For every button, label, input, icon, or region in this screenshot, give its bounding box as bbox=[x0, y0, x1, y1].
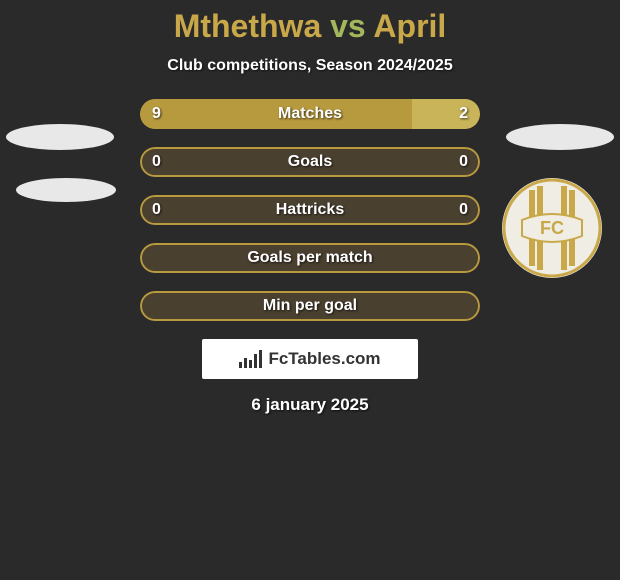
stat-bar: Matches9 2 bbox=[140, 99, 480, 129]
stat-row: Min per goal bbox=[0, 291, 620, 321]
stat-label: Hattricks bbox=[140, 195, 480, 225]
vs-text: vs bbox=[330, 8, 366, 44]
stat-value-left: 0 bbox=[152, 195, 161, 225]
stat-row: Hattricks0 0 bbox=[0, 195, 620, 225]
stat-label: Goals bbox=[140, 147, 480, 177]
stat-row: Goals0 0 bbox=[0, 147, 620, 177]
subtitle-text: Club competitions, Season 2024/2025 bbox=[0, 57, 620, 75]
page-title: Mthethwa vs April bbox=[0, 8, 620, 45]
stat-label: Min per goal bbox=[140, 291, 480, 321]
stat-row: Matches9 2 bbox=[0, 99, 620, 129]
stat-label: Matches bbox=[140, 99, 480, 129]
branding-text: FcTables.com bbox=[268, 349, 380, 369]
stat-value-right: 2 bbox=[459, 99, 468, 129]
date-text: 6 january 2025 bbox=[0, 395, 620, 415]
infographic-container: Mthethwa vs April Club competitions, Sea… bbox=[0, 0, 620, 415]
stat-value-left: 9 bbox=[152, 99, 161, 129]
stat-label: Goals per match bbox=[140, 243, 480, 273]
stat-value-right: 0 bbox=[459, 195, 468, 225]
stat-bar: Hattricks0 0 bbox=[140, 195, 480, 225]
player2-name: April bbox=[373, 8, 446, 44]
stat-value-right: 0 bbox=[459, 147, 468, 177]
player1-name: Mthethwa bbox=[174, 8, 322, 44]
stat-value-left: 0 bbox=[152, 147, 161, 177]
stat-row: Goals per match bbox=[0, 243, 620, 273]
stat-bar: Min per goal bbox=[140, 291, 480, 321]
stat-bar: Goals0 0 bbox=[140, 147, 480, 177]
stat-bar: Goals per match bbox=[140, 243, 480, 273]
chart-bars-icon bbox=[239, 350, 262, 368]
branding-badge: FcTables.com bbox=[202, 339, 418, 379]
